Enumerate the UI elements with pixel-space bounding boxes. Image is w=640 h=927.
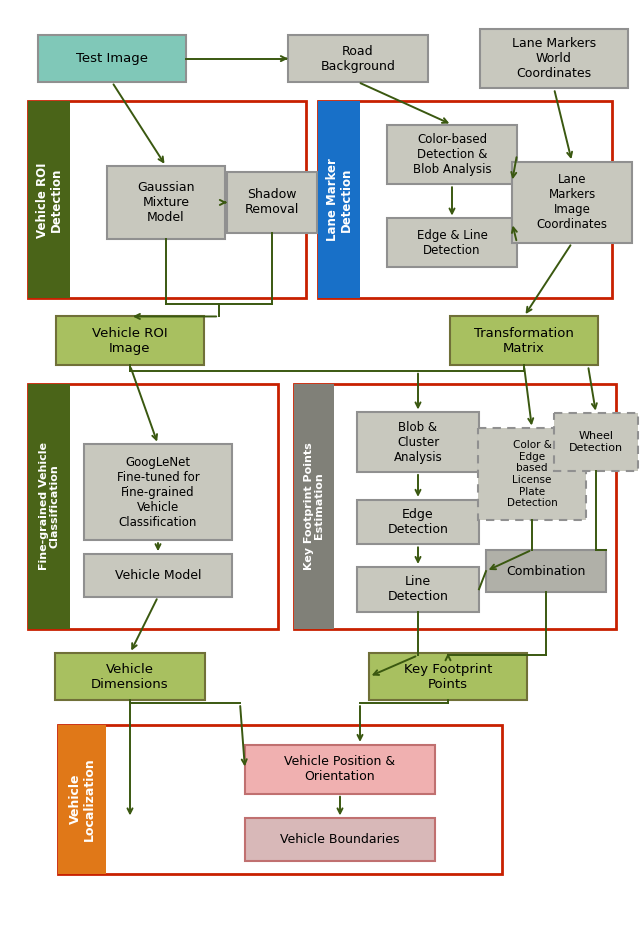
FancyBboxPatch shape: [357, 413, 479, 472]
Text: Edge & Line
Detection: Edge & Line Detection: [417, 229, 488, 257]
FancyBboxPatch shape: [357, 500, 479, 544]
Text: Color-based
Detection &
Blob Analysis: Color-based Detection & Blob Analysis: [413, 133, 492, 176]
FancyBboxPatch shape: [486, 550, 606, 592]
Text: Fine-grained Vehicle
Classification: Fine-grained Vehicle Classification: [38, 442, 60, 570]
Text: Color &
Edge
based
License
Plate
Detection: Color & Edge based License Plate Detecti…: [507, 440, 557, 508]
Text: Lane
Markers
Image
Coordinates: Lane Markers Image Coordinates: [536, 173, 607, 232]
Text: Edge
Detection: Edge Detection: [388, 508, 449, 536]
FancyBboxPatch shape: [369, 654, 527, 700]
Text: Vehicle
Localization: Vehicle Localization: [68, 757, 95, 841]
FancyBboxPatch shape: [318, 101, 360, 298]
FancyBboxPatch shape: [294, 384, 616, 629]
Text: Gaussian
Mixture
Model: Gaussian Mixture Model: [137, 181, 195, 224]
Text: Key Footprint
Points: Key Footprint Points: [404, 663, 492, 691]
FancyBboxPatch shape: [554, 413, 638, 471]
FancyBboxPatch shape: [28, 384, 278, 629]
Text: Blob &
Cluster
Analysis: Blob & Cluster Analysis: [394, 421, 442, 464]
FancyBboxPatch shape: [28, 101, 70, 298]
FancyBboxPatch shape: [288, 35, 428, 83]
FancyBboxPatch shape: [56, 316, 204, 365]
FancyBboxPatch shape: [245, 744, 435, 794]
FancyBboxPatch shape: [55, 654, 205, 700]
Text: Vehicle
Dimensions: Vehicle Dimensions: [91, 663, 169, 691]
FancyBboxPatch shape: [58, 725, 106, 874]
Text: Lane Markers
World
Coordinates: Lane Markers World Coordinates: [512, 37, 596, 80]
Text: Line
Detection: Line Detection: [388, 576, 449, 603]
FancyBboxPatch shape: [84, 554, 232, 597]
Text: Key Footprint Points
Estimation: Key Footprint Points Estimation: [303, 442, 324, 570]
Text: Vehicle Model: Vehicle Model: [115, 569, 201, 582]
Text: Vehicle ROI
Detection: Vehicle ROI Detection: [35, 162, 63, 237]
FancyBboxPatch shape: [28, 384, 70, 629]
FancyBboxPatch shape: [450, 316, 598, 365]
Text: Vehicle Position &
Orientation: Vehicle Position & Orientation: [284, 756, 396, 783]
FancyBboxPatch shape: [58, 725, 502, 874]
FancyBboxPatch shape: [227, 171, 317, 234]
FancyBboxPatch shape: [245, 819, 435, 861]
Text: GoogLeNet
Fine-tuned for
Fine-grained
Vehicle
Classification: GoogLeNet Fine-tuned for Fine-grained Ve…: [116, 456, 200, 528]
FancyBboxPatch shape: [294, 384, 334, 629]
Text: Shadow
Removal: Shadow Removal: [245, 188, 299, 216]
FancyBboxPatch shape: [478, 428, 586, 520]
FancyBboxPatch shape: [480, 29, 628, 88]
Text: Vehicle ROI
Image: Vehicle ROI Image: [92, 327, 168, 355]
FancyBboxPatch shape: [387, 219, 517, 268]
Text: Combination: Combination: [506, 565, 586, 578]
FancyBboxPatch shape: [318, 101, 612, 298]
FancyBboxPatch shape: [38, 35, 186, 83]
FancyBboxPatch shape: [84, 444, 232, 540]
FancyBboxPatch shape: [387, 124, 517, 184]
Text: Transformation
Matrix: Transformation Matrix: [474, 327, 574, 355]
FancyBboxPatch shape: [28, 101, 306, 298]
FancyBboxPatch shape: [512, 162, 632, 243]
FancyBboxPatch shape: [107, 166, 225, 238]
Text: Vehicle Boundaries: Vehicle Boundaries: [280, 833, 400, 846]
Text: Test Image: Test Image: [76, 52, 148, 65]
Text: Lane Marker
Detection: Lane Marker Detection: [326, 159, 353, 241]
FancyBboxPatch shape: [357, 566, 479, 612]
Text: Wheel
Detection: Wheel Detection: [569, 431, 623, 453]
Text: Road
Background: Road Background: [321, 44, 396, 72]
